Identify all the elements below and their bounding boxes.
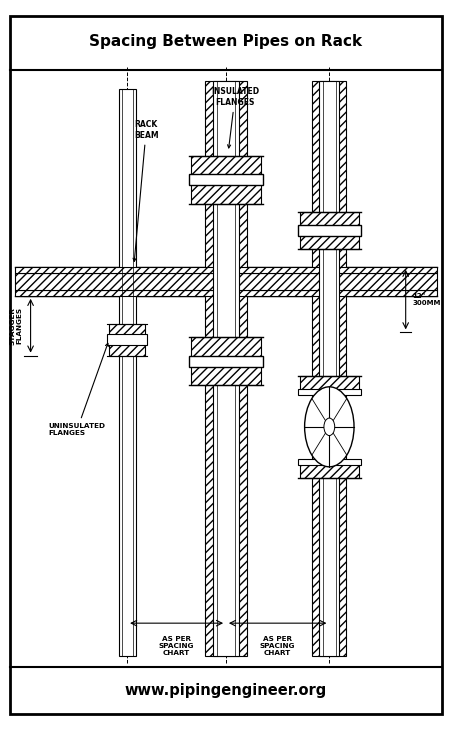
Bar bbox=[297, 459, 360, 465]
Text: AS PER
SPACING
CHART: AS PER SPACING CHART bbox=[259, 637, 295, 656]
Bar bbox=[191, 365, 260, 385]
Bar bbox=[299, 462, 358, 478]
Text: 12"
300MM: 12" 300MM bbox=[411, 293, 440, 306]
Text: AS PER
SPACING
CHART: AS PER SPACING CHART bbox=[158, 637, 194, 656]
Bar bbox=[118, 88, 135, 656]
Bar bbox=[299, 376, 358, 391]
Bar bbox=[318, 81, 339, 656]
Text: UNINSULATED
FLANGES: UNINSULATED FLANGES bbox=[48, 343, 108, 437]
Circle shape bbox=[304, 387, 353, 466]
Bar bbox=[107, 334, 147, 345]
Bar bbox=[15, 272, 436, 290]
Bar bbox=[212, 81, 239, 656]
Bar bbox=[299, 212, 358, 228]
Bar bbox=[15, 290, 436, 296]
Text: RACK
BEAM: RACK BEAM bbox=[133, 120, 158, 261]
Bar bbox=[204, 81, 247, 656]
Bar bbox=[297, 226, 360, 236]
Bar bbox=[299, 234, 358, 250]
Text: INSULATED
FLANGES: INSULATED FLANGES bbox=[211, 88, 258, 148]
Bar bbox=[191, 155, 260, 176]
Bar bbox=[189, 174, 262, 185]
Bar bbox=[312, 81, 345, 656]
Bar bbox=[297, 388, 360, 394]
Text: Spacing Between Pipes on Rack: Spacing Between Pipes on Rack bbox=[89, 34, 362, 49]
Bar bbox=[189, 356, 262, 367]
Bar bbox=[191, 337, 260, 358]
Bar bbox=[109, 342, 145, 356]
Text: STAGGER
FLANGES: STAGGER FLANGES bbox=[9, 307, 23, 345]
Text: www.pipingengineer.org: www.pipingengineer.org bbox=[124, 683, 327, 698]
Bar bbox=[191, 183, 260, 204]
Bar bbox=[109, 323, 145, 337]
Bar bbox=[15, 267, 436, 272]
Circle shape bbox=[323, 418, 334, 436]
